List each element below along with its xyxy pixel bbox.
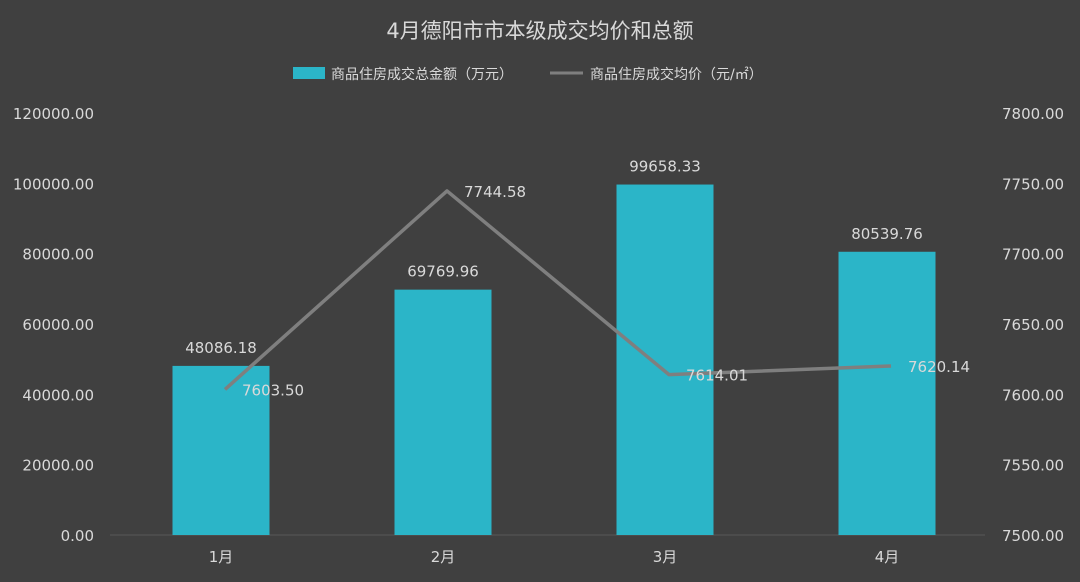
x-tick-label: 2月 <box>431 548 456 566</box>
left-tick-label: 20000.00 <box>22 457 94 475</box>
bar <box>838 251 936 536</box>
right-tick-label: 7500.00 <box>1002 527 1064 545</box>
left-tick-label: 40000.00 <box>22 386 94 404</box>
line-path <box>223 189 892 391</box>
line-series <box>223 189 892 391</box>
bar-value-label: 99658.33 <box>629 158 701 176</box>
left-tick-label: 100000.00 <box>13 175 94 193</box>
legend-label-bar: 商品住房成交总金额（万元） <box>331 66 513 83</box>
left-tick-label: 120000.00 <box>13 105 94 123</box>
left-tick-label: 0.00 <box>61 527 94 545</box>
x-tick-label: 4月 <box>875 548 900 566</box>
right-tick-label: 7650.00 <box>1002 316 1064 334</box>
line-value-label: 7620.14 <box>908 358 970 376</box>
bar-value-label: 48086.18 <box>185 339 257 357</box>
line-value-label: 7744.58 <box>464 183 526 201</box>
right-tick-label: 7800.00 <box>1002 105 1064 123</box>
right-tick-label: 7750.00 <box>1002 175 1064 193</box>
chart-title: 4月德阳市市本级成交均价和总额 <box>386 19 693 43</box>
bar-value-label: 80539.76 <box>851 225 923 243</box>
line-value-label: 7603.50 <box>242 381 304 399</box>
bar-value-label: 69769.96 <box>407 263 479 281</box>
left-axis-ticks: 0.00 20000.00 40000.00 60000.00 80000.00 1000… <box>13 105 94 545</box>
x-tick-label: 1月 <box>209 548 234 566</box>
legend-swatch-bar <box>293 67 325 79</box>
legend-label-line: 商品住房成交均价（元/㎡） <box>590 66 763 83</box>
line-data-labels: 7603.50 7744.58 7614.01 7620.14 <box>242 183 970 399</box>
line-value-label: 7614.01 <box>686 367 748 385</box>
right-tick-label: 7550.00 <box>1002 457 1064 475</box>
bar <box>394 289 492 535</box>
bar <box>172 365 270 535</box>
left-tick-label: 60000.00 <box>22 316 94 334</box>
right-tick-label: 7600.00 <box>1002 386 1064 404</box>
right-axis-ticks: 7500.00 7550.00 7600.00 7650.00 7700.00 7750.… <box>1002 105 1064 545</box>
left-tick-label: 80000.00 <box>22 246 94 264</box>
bar-series <box>172 184 936 536</box>
x-tick-label: 3月 <box>653 548 678 566</box>
bar-data-labels: 48086.18 69769.96 99658.33 80539.76 <box>185 158 923 357</box>
chart-legend: 商品住房成交总金额（万元） 商品住房成交均价（元/㎡） <box>293 66 763 83</box>
right-tick-label: 7700.00 <box>1002 246 1064 264</box>
x-axis-ticks: 1月 2月 3月 4月 <box>209 548 900 566</box>
bar <box>616 184 714 536</box>
